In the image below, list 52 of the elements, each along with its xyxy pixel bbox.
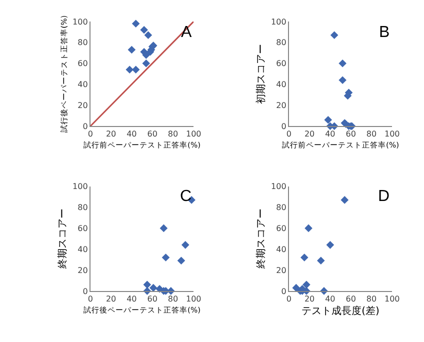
x-tick-label: 100 (186, 294, 202, 304)
y-tick-label: 0 (82, 122, 88, 131)
x-tick-label: 100 (384, 130, 400, 139)
x-tick-label: 60 (346, 130, 356, 139)
x-tick-label: 20 (106, 294, 116, 304)
y-tick-label: 20 (276, 266, 286, 275)
y-tick-label: 40 (276, 80, 286, 90)
x-tick-label: 40 (126, 294, 137, 304)
y-tick-label: 40 (78, 80, 88, 90)
x-tick-label: 40 (126, 130, 137, 139)
x-tick-label: 100 (384, 294, 400, 304)
x-tick-label: 40 (325, 294, 336, 304)
y-tick-label: 80 (78, 203, 88, 212)
x-tick-label: 80 (366, 294, 377, 304)
y-tick-label: 40 (276, 244, 286, 254)
y-tick-label: 100 (72, 182, 88, 192)
annotation: C (180, 188, 192, 205)
y-axis-title: 終期スコアー (56, 208, 69, 270)
x-tick-label: 40 (325, 130, 336, 139)
annotation: A (181, 24, 192, 41)
x-tick-label: 20 (304, 294, 315, 304)
y-tick-label: 20 (78, 266, 88, 275)
y-tick-label: 60 (78, 224, 88, 233)
y-tick-label: 0 (281, 122, 286, 131)
y-tick-label: 100 (271, 182, 286, 192)
y-tick-label: 80 (78, 38, 88, 48)
y-tick-label: 60 (276, 59, 286, 68)
y-tick-label: 80 (276, 203, 286, 212)
x-tick-label: 60 (147, 130, 158, 139)
y-tick-label: 100 (72, 17, 88, 26)
x-tick-label: 80 (366, 130, 377, 139)
y-tick-label: 40 (78, 244, 88, 254)
x-tick-label: 20 (304, 130, 315, 139)
y-tick-label: 60 (276, 224, 286, 233)
y-tick-label: 100 (271, 17, 286, 26)
y-axis-title: 初期スコアー (255, 44, 268, 104)
y-tick-label: 20 (276, 101, 286, 110)
x-tick-label: 20 (106, 130, 116, 139)
x-tick-label: 100 (186, 130, 202, 139)
y-tick-label: 0 (281, 286, 286, 296)
x-tick-label: 80 (168, 294, 178, 304)
x-tick-label: 60 (346, 294, 356, 304)
annotation: D (378, 188, 390, 205)
x-axis-title: テスト成長度(差) (302, 305, 380, 318)
annotation: B (379, 24, 390, 41)
y-tick-label: 0 (82, 286, 88, 296)
y-tick-label: 60 (78, 59, 88, 68)
x-tick-label: 80 (168, 130, 178, 139)
x-tick-label: 60 (147, 294, 158, 304)
y-tick-label: 20 (78, 101, 88, 110)
y-tick-label: 80 (276, 38, 286, 48)
y-axis-title: 終期スコアー (255, 208, 268, 270)
